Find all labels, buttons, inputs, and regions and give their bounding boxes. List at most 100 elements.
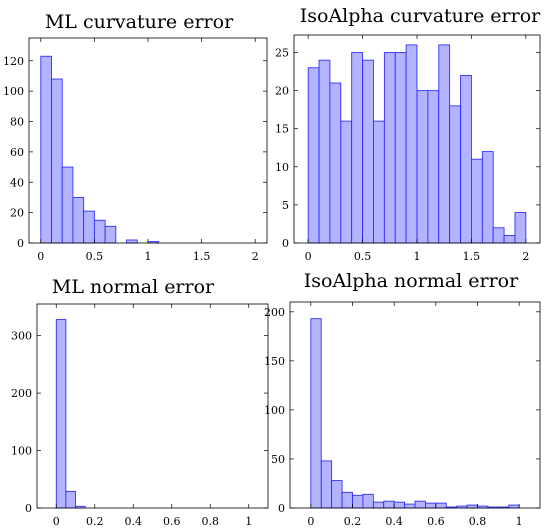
- ml-normal-xtick-label: 0.8: [202, 515, 220, 528]
- isoalpha-normal-xtick-label: 0.6: [427, 515, 445, 528]
- isoalpha-normal-xtick-label: 1: [516, 515, 523, 528]
- ml-normal-ytick-label: 200: [11, 387, 32, 400]
- ml-normal-error-panel: ML normal error 0 0.2 0.4 0.6 0.8 1 0 100 200 300: [11, 276, 269, 528]
- ml-normal-xtick-label: 1: [245, 515, 252, 528]
- isoalpha-normal-error-panel: IsoAlpha normal error 0 0.2 0.4 0.6 0.8 1 0 50 1…: [264, 270, 541, 528]
- ml-curvature-ytick-label: 40: [10, 176, 24, 189]
- isoalpha-curvature-bar: [427, 90, 440, 244]
- isoalpha-normal-ytick-label: 100: [264, 404, 285, 417]
- ml-curvature-bar: [51, 78, 63, 244]
- ml-curvature-xtick-label: 0.5: [86, 250, 104, 263]
- isoalpha-normal-bar: [341, 491, 353, 509]
- isoalpha-curvature-ytick-label: 10: [275, 161, 289, 174]
- isoalpha-curvature-ytick-label: 25: [275, 47, 289, 60]
- isoalpha-normal-bar: [310, 318, 322, 509]
- isoalpha-curvature-xtick-label: 0: [305, 250, 312, 263]
- ml-curvature-ytick-label: 0: [17, 237, 24, 250]
- isoalpha-normal-xtick-label: 0.4: [385, 515, 403, 528]
- ml-curvature-bar: [61, 166, 74, 244]
- isoalpha-curvature-bar: [383, 52, 396, 244]
- isoalpha-normal-ytick-label: 200: [264, 306, 285, 319]
- ml-curvature-bar: [104, 225, 117, 244]
- ml-curvature-error-panel: ML curvature error 0 0.5 1 1.5 2020406080100…: [3, 11, 268, 263]
- ml-normal-xtick-label: 0.4: [125, 515, 143, 528]
- isoalpha-normal-xtick-label: 0.2: [344, 515, 362, 528]
- isoalpha-normal-bar: [508, 504, 520, 509]
- isoalpha-curvature-ytick-label: 20: [275, 85, 289, 98]
- ml-curvature-xtick-label: 1.5: [193, 250, 211, 263]
- isoalpha-curvature-xtick-label: 2: [522, 250, 529, 263]
- ml-curvature-ytick-label: 20: [10, 207, 24, 220]
- isoalpha-curvature-xtick-label: 1.5: [463, 250, 481, 263]
- isoalpha-curvature-bar: [416, 90, 429, 244]
- ml-normal-bar: [65, 490, 76, 509]
- ml-normal-xtick-label: 0: [53, 515, 60, 528]
- ml-curvature-error-title: ML curvature error: [45, 11, 234, 33]
- ml-curvature-ytick-label: 80: [10, 116, 24, 129]
- ml-curvature-bar: [93, 219, 106, 244]
- isoalpha-normal-bar: [383, 500, 395, 509]
- ml-curvature-ytick-label: 60: [10, 146, 24, 159]
- ml-normal-bar: [55, 319, 67, 509]
- isoalpha-curvature-ytick-label: 15: [275, 123, 289, 136]
- isoalpha-curvature-bar: [438, 44, 451, 244]
- ml-curvature-ytick-label: 120: [3, 55, 24, 68]
- ml-normal-ytick-label: 100: [11, 445, 32, 458]
- isoalpha-curvature-bar: [362, 59, 374, 244]
- isoalpha-curvature-bar: [503, 234, 516, 244]
- isoalpha-curvature-bar: [481, 151, 494, 244]
- isoalpha-normal-ytick-label: 0: [278, 502, 285, 515]
- isoalpha-curvature-bar: [514, 212, 527, 244]
- isoalpha-normal-error-title: IsoAlpha normal error: [304, 270, 519, 292]
- isoalpha-curvature-xtick-label: 0.5: [354, 250, 372, 263]
- ml-curvature-xtick-label: 1: [145, 250, 152, 263]
- isoalpha-normal-bar: [414, 500, 426, 509]
- isoalpha-normal-xtick-label: 0: [307, 515, 314, 528]
- isoalpha-curvature-error-panel: IsoAlpha curvature error 0 0.5 1 1.5 2051015…: [275, 5, 541, 263]
- isoalpha-curvature-bar: [460, 74, 472, 244]
- ml-normal-error-title: ML normal error: [52, 276, 215, 298]
- isoalpha-curvature-error-title: IsoAlpha curvature error: [300, 5, 541, 27]
- ml-normal-xtick-label: 0.2: [86, 515, 104, 528]
- isoalpha-normal-bar: [466, 504, 478, 509]
- isoalpha-curvature-ytick-label: 5: [282, 199, 289, 212]
- isoalpha-normal-bar: [352, 494, 364, 509]
- isoalpha-curvature-bar: [329, 82, 342, 244]
- isoalpha-curvature-bar: [492, 227, 505, 244]
- isoalpha-curvature-xtick-label: 1: [414, 250, 421, 263]
- ml-curvature-xtick-label: 0: [37, 250, 44, 263]
- ml-curvature-ytick-label: 100: [3, 85, 24, 98]
- isoalpha-normal-bar: [320, 460, 333, 509]
- isoalpha-normal-bar: [425, 502, 437, 509]
- ml-normal-axes: [36, 303, 269, 509]
- isoalpha-curvature-bar: [394, 52, 407, 244]
- isoalpha-normal-bar: [393, 501, 405, 509]
- isoalpha-curvature-bar: [307, 67, 320, 244]
- isoalpha-curvature-bar: [373, 120, 385, 244]
- isoalpha-curvature-bar: [449, 105, 461, 244]
- isoalpha-curvature-bar: [318, 59, 331, 244]
- isoalpha-normal-bar: [404, 503, 416, 509]
- ml-curvature-xtick-label: 2: [252, 250, 259, 263]
- isoalpha-curvature-bar: [471, 158, 483, 244]
- isoalpha-normal-axes: [289, 301, 541, 509]
- ml-normal-ytick-label: 0: [25, 502, 32, 515]
- isoalpha-curvature-bar: [405, 44, 418, 244]
- isoalpha-normal-bar: [331, 480, 343, 509]
- ml-curvature-bar: [126, 239, 138, 244]
- isoalpha-normal-bar: [372, 501, 385, 509]
- ml-curvature-bar: [83, 210, 95, 244]
- ml-normal-ytick-label: 300: [11, 330, 32, 343]
- isoalpha-normal-bar: [362, 493, 374, 509]
- ml-normal-xtick-label: 0.6: [163, 515, 181, 528]
- isoalpha-normal-bar: [435, 502, 447, 509]
- isoalpha-normal-ytick-label: 50: [271, 453, 285, 466]
- isoalpha-normal-ytick-label: 150: [264, 355, 285, 368]
- isoalpha-normal-xtick-label: 0.8: [469, 515, 487, 528]
- isoalpha-curvature-bar: [340, 120, 353, 244]
- isoalpha-curvature-bar: [351, 52, 363, 244]
- isoalpha-curvature-ytick-label: 0: [282, 237, 289, 250]
- ml-curvature-bar: [72, 197, 85, 244]
- ml-curvature-bar: [40, 55, 52, 244]
